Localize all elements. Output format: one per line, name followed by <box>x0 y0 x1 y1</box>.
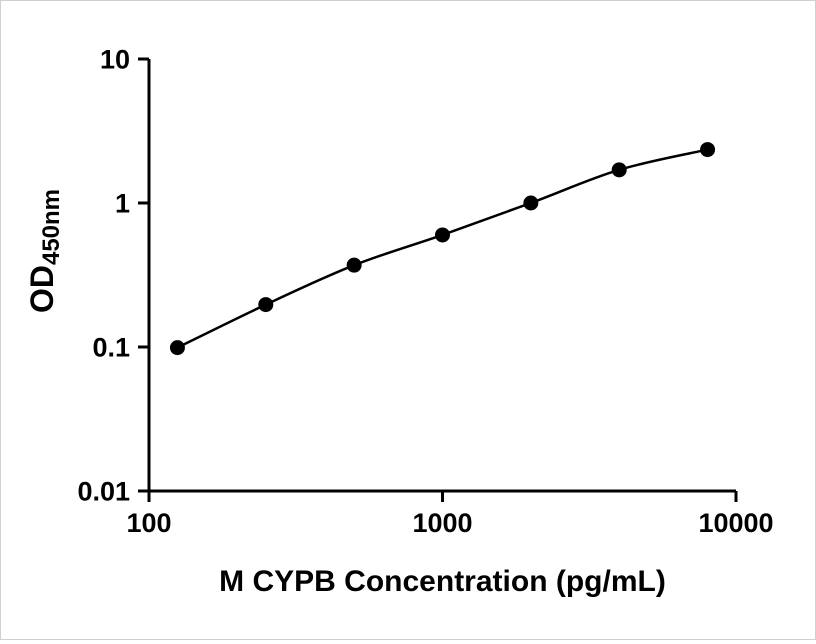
y-tick-label: 10 <box>100 45 130 75</box>
data-point <box>611 162 627 178</box>
x-tick-label: 10000 <box>698 508 773 538</box>
data-point <box>700 142 716 158</box>
y-tick-label: 0.1 <box>92 333 130 363</box>
data-point <box>258 297 274 313</box>
data-point <box>346 257 362 273</box>
y-tick-label: 0.01 <box>77 477 130 507</box>
x-tick-label: 1000 <box>412 508 472 538</box>
x-axis-title: M CYPB Concentration (pg/mL) <box>219 565 666 598</box>
data-point <box>169 340 185 356</box>
data-point <box>435 227 450 243</box>
y-tick-label: 1 <box>115 189 130 219</box>
standard-curve-line <box>176 148 708 349</box>
x-tick-label: 100 <box>126 508 171 538</box>
data-point <box>523 195 539 211</box>
y-axis-title: OD450nm <box>24 189 65 313</box>
